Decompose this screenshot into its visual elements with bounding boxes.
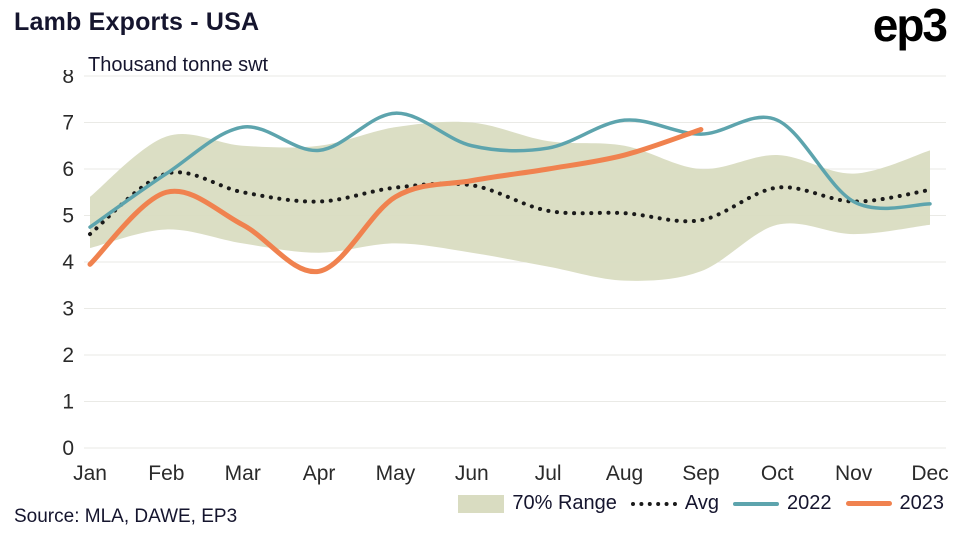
- swatch-2022: [733, 501, 779, 506]
- x-tick-label: Dec: [911, 462, 948, 485]
- ep3-logo: ep3: [872, 0, 948, 51]
- y-tick-label: 6: [62, 158, 74, 181]
- x-tick-label: Oct: [761, 462, 794, 485]
- x-tick-label: Apr: [303, 462, 336, 485]
- avg-label: Avg: [684, 492, 719, 514]
- legend-item-avg: Avg: [630, 492, 719, 515]
- source-note: Source: MLA, DAWE, EP3: [14, 506, 238, 527]
- x-tick-label: Aug: [606, 462, 643, 485]
- x-tick-label: Mar: [225, 462, 261, 485]
- legend-item-2022: 2022: [733, 492, 832, 515]
- legend: 70% Range Avg 2022 2023: [458, 492, 944, 515]
- range-band: [90, 121, 930, 281]
- avg-swatch: [630, 501, 677, 506]
- chart-canvas: 0 1 2 3 4 5 6 7 8 Jan Feb Mar Apr May Jun Jul Aug Sep Oct N…: [62, 70, 948, 485]
- legend-item-2023: 2023: [845, 492, 945, 515]
- series-line-2023: [87, 126, 704, 275]
- y-tick-label: 4: [62, 251, 74, 274]
- chart-unit-subtitle: Thousand tonne swt: [88, 54, 269, 76]
- x-tick-label: Jun: [455, 462, 489, 485]
- series-line-avg: [88, 170, 932, 237]
- series-line-2022: [88, 111, 932, 229]
- label-2022: 2022: [787, 492, 832, 514]
- page-title: Lamb Exports - USA: [14, 8, 260, 36]
- x-tick-label: Nov: [835, 462, 873, 485]
- y-tick-label: 8: [62, 70, 74, 88]
- x-tick-label: May: [376, 462, 416, 485]
- x-tick-label: Sep: [682, 462, 719, 485]
- x-tick-label: Feb: [148, 462, 184, 485]
- y-tick-label: 2: [62, 344, 74, 367]
- y-tick-label: 3: [62, 298, 74, 321]
- legend-item-range: 70% Range: [458, 492, 617, 515]
- range-swatch: [458, 494, 505, 513]
- x-tick-label: Jan: [73, 462, 107, 485]
- y-tick-label: 0: [62, 437, 74, 460]
- y-tick-label: 5: [62, 205, 74, 228]
- range-label: 70% Range: [512, 492, 617, 514]
- y-tick-label: 7: [62, 112, 74, 135]
- x-tick-label: Jul: [535, 462, 562, 485]
- swatch-2023: [845, 501, 892, 506]
- label-2023: 2023: [899, 492, 945, 514]
- y-tick-label: 1: [62, 391, 74, 414]
